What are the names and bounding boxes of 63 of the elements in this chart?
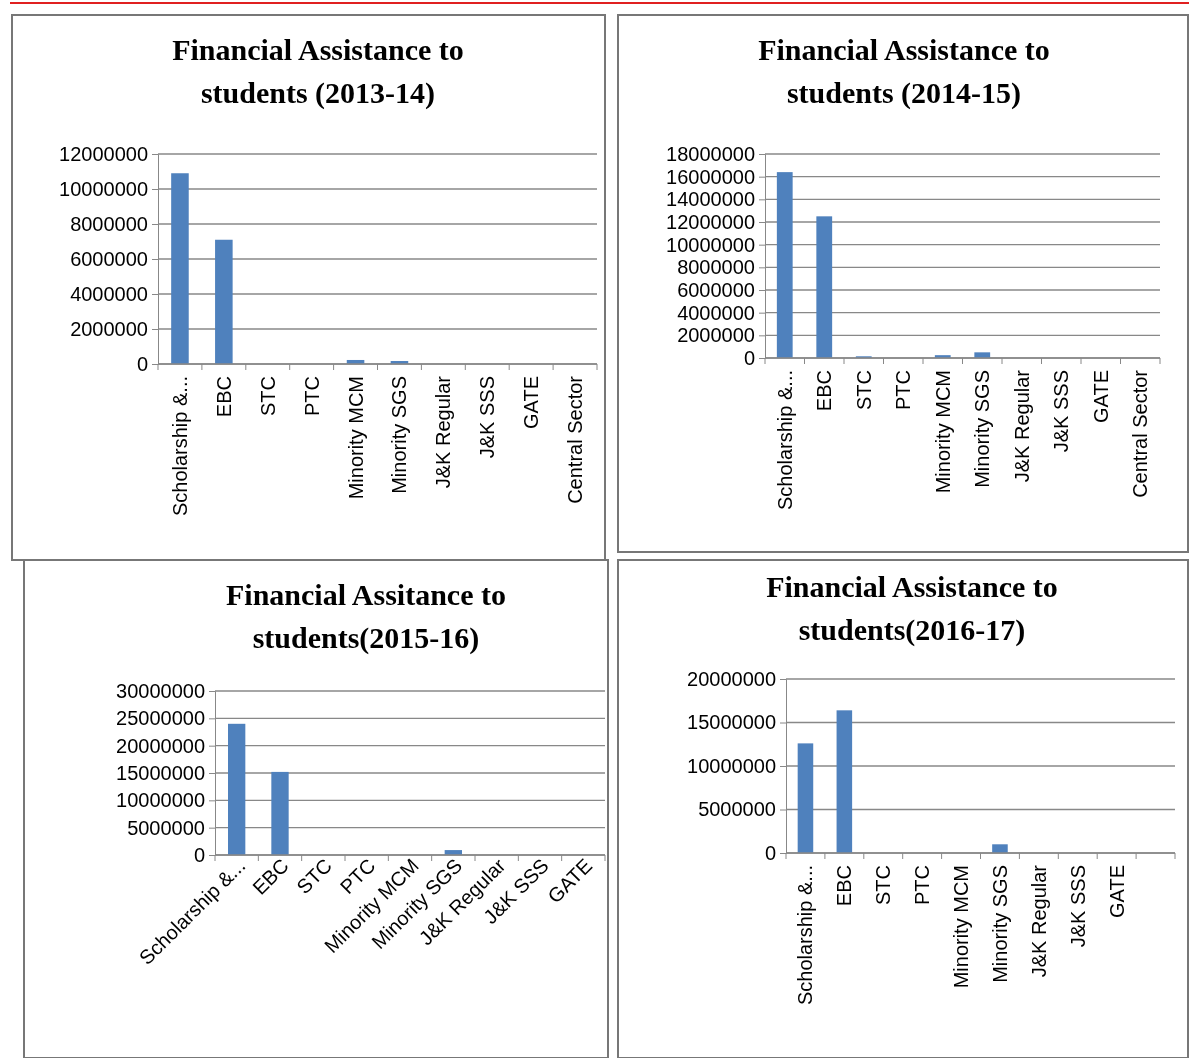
x-tick-label: Scholarship &... (168, 376, 191, 517)
y-tick-label: 0 (136, 352, 148, 375)
x-tick-label: J&K Regular (1027, 864, 1050, 978)
x-tick-label: Minority SGS (388, 376, 411, 494)
x-tick-label: Minority SGS (971, 370, 994, 488)
x-tick-label: Scholarship &... (773, 370, 796, 511)
x-tick-label: Minority MCM (950, 865, 973, 989)
y-tick-label: 30000000 (116, 679, 205, 702)
y-tick-label: 10000000 (116, 789, 205, 812)
y-tick-label: 0 (764, 841, 776, 864)
y-tick-label: 18000000 (666, 142, 755, 165)
y-tick-label: 2000000 (677, 324, 755, 347)
y-tick-label: 12000000 (59, 142, 148, 165)
y-tick-label: 12000000 (666, 210, 755, 233)
x-tick-label: Minority MCM (931, 370, 954, 494)
x-tick-label: STC (852, 370, 875, 410)
x-tick-label: Central Sector (1129, 369, 1152, 498)
y-tick-label: 8000000 (677, 256, 755, 279)
y-tick-label: 4000000 (677, 301, 755, 324)
y-tick-label: 16000000 (666, 165, 755, 188)
y-tick-label: 20000000 (116, 734, 205, 757)
y-tick-label: 5000000 (127, 816, 205, 839)
y-tick-label: 5000000 (698, 798, 776, 821)
y-tick-label: 10000000 (59, 177, 148, 200)
y-tick-label: 0 (743, 346, 755, 369)
y-tick-label: 10000000 (687, 754, 776, 777)
x-tick-label: EBC (212, 376, 235, 418)
x-tick-label: EBC (833, 865, 856, 907)
x-tick-label: Minority MCM (344, 376, 367, 500)
chart-title: Financial Assitance to students(2015-16) (225, 578, 507, 655)
x-tick-label: Central Sector (564, 375, 587, 504)
x-tick-label: PTC (892, 370, 915, 410)
x-tick-label: J&K SSS (476, 376, 499, 459)
x-tick-label: Scholarship &... (794, 865, 817, 1006)
y-tick-label: 8000000 (70, 212, 148, 235)
chart-title: Financial Assistance to students(2016-17) (766, 570, 1058, 647)
x-tick-label: STC (256, 376, 279, 416)
y-tick-label: 6000000 (677, 278, 755, 301)
x-tick-label: Minority SGS (988, 865, 1011, 983)
y-tick-label: 20000000 (687, 667, 776, 690)
x-tick-label: STC (292, 854, 337, 899)
x-tick-label: PTC (300, 376, 323, 416)
y-tick-label: 2000000 (70, 317, 148, 340)
x-tick-label: GATE (1105, 865, 1128, 918)
y-tick-label: 4000000 (70, 282, 148, 305)
x-tick-label: J&K SSS (1066, 865, 1089, 948)
y-tick-label: 15000000 (687, 711, 776, 734)
x-tick-label: PTC (911, 865, 934, 905)
chart-title: Financial Assistance to students (2014-15) (758, 33, 1050, 110)
y-tick-label: 6000000 (70, 247, 148, 270)
y-tick-label: 0 (193, 843, 205, 866)
chart-title: Financial Assistance to students (2013-14) (172, 33, 464, 110)
x-tick-label: J&K Regular (1010, 369, 1033, 483)
y-tick-label: 25000000 (116, 707, 205, 730)
y-tick-label: 15000000 (116, 761, 205, 784)
y-tick-label: 10000000 (666, 233, 755, 256)
x-tick-label: EBC (813, 370, 836, 412)
x-tick-label: J&K Regular (432, 375, 455, 489)
x-tick-label: J&K SSS (1050, 370, 1073, 453)
x-tick-label: GATE (1089, 370, 1112, 423)
x-tick-label: STC (872, 865, 895, 905)
y-tick-label: 14000000 (666, 188, 755, 211)
x-tick-label: GATE (520, 376, 543, 429)
